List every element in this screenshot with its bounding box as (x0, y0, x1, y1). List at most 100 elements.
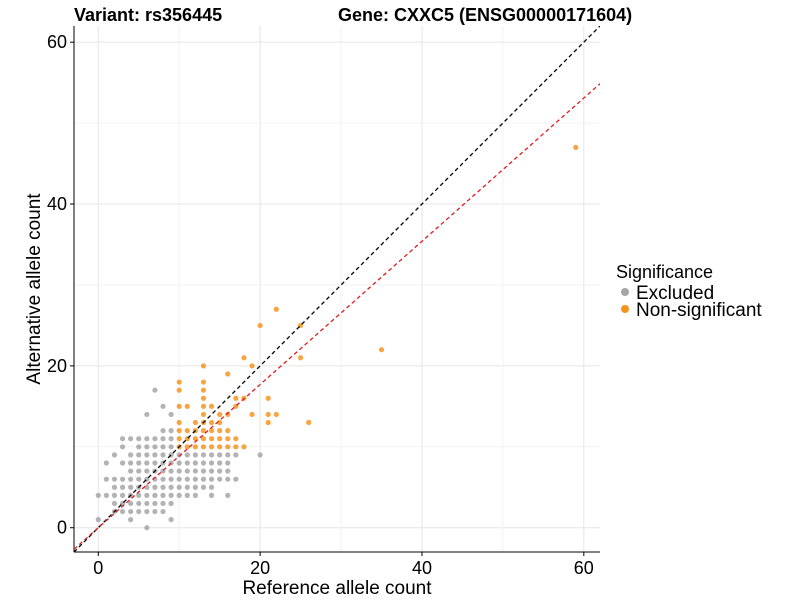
point-non-significant (200, 387, 207, 393)
point-excluded (136, 508, 142, 515)
y-tick-label: 0 (57, 518, 67, 538)
point-non-significant (192, 419, 198, 426)
point-excluded (200, 484, 207, 490)
point-excluded (168, 428, 174, 434)
point-non-significant (176, 436, 182, 442)
point-non-significant (225, 371, 231, 377)
point-excluded (111, 476, 118, 482)
point-excluded (176, 452, 182, 458)
point-excluded (192, 468, 198, 474)
point-excluded (217, 468, 223, 474)
point-excluded (136, 460, 142, 466)
reference-line-fit (74, 83, 600, 550)
point-excluded (168, 444, 174, 450)
point-excluded (136, 444, 142, 450)
point-excluded (208, 476, 215, 482)
point-excluded (192, 452, 198, 458)
point-excluded (144, 460, 150, 466)
point-excluded (128, 500, 134, 507)
point-excluded (119, 460, 126, 466)
point-excluded (128, 484, 134, 490)
point-excluded (152, 492, 158, 498)
point-excluded (168, 517, 174, 523)
point-excluded (119, 484, 126, 490)
point-excluded (144, 484, 150, 490)
point-non-significant (200, 395, 207, 401)
point-excluded (160, 436, 166, 442)
point-non-significant (184, 403, 190, 409)
point-non-significant (378, 347, 385, 353)
point-excluded (111, 452, 118, 458)
point-excluded (160, 508, 166, 515)
point-excluded (152, 387, 158, 393)
point-excluded (225, 468, 231, 474)
chart-title-variant: Variant: rs356445 (74, 5, 222, 25)
point-non-significant (200, 363, 207, 369)
point-excluded (95, 492, 101, 498)
point-non-significant (208, 444, 215, 450)
point-excluded (225, 476, 231, 482)
point-non-significant (200, 403, 207, 409)
legend-key-non-significant (621, 305, 629, 313)
chart-title-gene: Gene: CXXC5 (ENSG00000171604) (338, 5, 632, 25)
point-non-significant (208, 403, 215, 409)
point-excluded (192, 476, 198, 482)
point-excluded (208, 468, 215, 474)
point-excluded (152, 460, 158, 466)
point-excluded (152, 508, 158, 515)
point-non-significant (184, 428, 190, 434)
point-excluded (233, 452, 239, 458)
point-non-significant (225, 411, 231, 418)
point-excluded (160, 428, 166, 434)
point-non-significant (249, 411, 255, 418)
point-excluded (217, 476, 223, 482)
point-non-significant (192, 444, 198, 450)
point-excluded (128, 468, 134, 474)
point-excluded (233, 476, 239, 482)
point-non-significant (273, 306, 279, 312)
point-non-significant (265, 395, 271, 401)
point-excluded (152, 452, 158, 458)
point-excluded (103, 460, 109, 466)
point-non-significant (176, 419, 182, 426)
x-tick-label: 60 (574, 558, 594, 578)
point-excluded (103, 492, 109, 498)
point-excluded (160, 500, 166, 507)
point-excluded (152, 444, 158, 450)
point-excluded (144, 468, 150, 474)
point-excluded (176, 492, 182, 498)
point-excluded (136, 500, 142, 507)
point-non-significant (217, 444, 223, 450)
y-tick-label: 60 (47, 32, 67, 52)
point-excluded (217, 452, 223, 458)
point-excluded (160, 444, 166, 450)
point-excluded (184, 468, 190, 474)
point-excluded (184, 452, 190, 458)
point-excluded (168, 484, 174, 490)
point-non-significant (217, 428, 223, 434)
point-excluded (208, 492, 215, 498)
point-excluded (128, 517, 134, 523)
point-excluded (200, 476, 207, 482)
point-excluded (208, 460, 215, 466)
x-tick-label: 20 (250, 558, 270, 578)
point-non-significant (217, 411, 223, 418)
point-excluded (136, 452, 142, 458)
point-non-significant (306, 419, 312, 426)
point-non-significant (184, 444, 190, 450)
point-excluded (111, 484, 118, 490)
legend-key-excluded (621, 288, 629, 296)
point-excluded (192, 484, 198, 490)
x-ticks: 0 20 40 60 (93, 552, 594, 578)
point-excluded (184, 476, 190, 482)
point-non-significant (273, 411, 279, 418)
point-excluded (168, 492, 174, 498)
point-non-significant (257, 322, 263, 329)
point-excluded (119, 436, 126, 442)
point-non-significant (225, 444, 231, 450)
point-non-significant (233, 444, 239, 450)
point-non-significant (217, 436, 223, 442)
point-excluded (152, 500, 158, 507)
point-excluded (136, 492, 142, 498)
